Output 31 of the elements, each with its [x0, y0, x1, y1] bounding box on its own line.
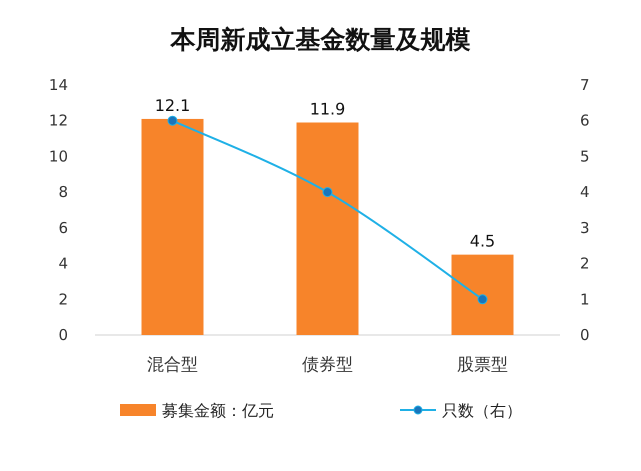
x-tick-label: 债券型: [302, 355, 353, 375]
y-tick-label: 8: [58, 183, 68, 202]
bar: [452, 254, 514, 335]
data-label: 4.5: [470, 232, 496, 251]
bar: [142, 118, 204, 335]
y2-tick-label: 1: [580, 290, 590, 308]
point: [168, 116, 178, 126]
x-tick-label: 股票型: [457, 355, 508, 375]
data-label: 11.9: [310, 100, 346, 118]
y-tick-label: 2: [58, 290, 68, 308]
y-tick-label: 10: [48, 147, 68, 166]
y2-tick-label: 6: [580, 112, 590, 130]
y-tick-label: 4: [58, 254, 68, 273]
point: [478, 294, 488, 304]
data-label: 12.1: [154, 96, 190, 115]
y2-tick-label: 3: [580, 218, 590, 237]
y-tick-label: 0: [58, 326, 68, 344]
y-tick-label: 14: [48, 76, 68, 94]
y2-tick-label: 4: [580, 183, 590, 202]
y2-tick-label: 5: [580, 147, 590, 166]
point: [322, 187, 332, 198]
y2-tick-label: 7: [580, 76, 590, 94]
y-tick-label: 6: [58, 218, 68, 237]
bar: [296, 122, 358, 335]
legend-label: 只数（右）: [442, 401, 522, 420]
chart-title: 本周新成立基金数量及规模: [170, 25, 470, 54]
y2-tick-label: 2: [580, 254, 590, 273]
legend-label: 募集金额：亿元: [162, 401, 274, 420]
y2-tick-label: 0: [580, 326, 590, 344]
x-tick-label: 混合型: [147, 355, 198, 375]
y-tick-label: 12: [48, 112, 68, 130]
